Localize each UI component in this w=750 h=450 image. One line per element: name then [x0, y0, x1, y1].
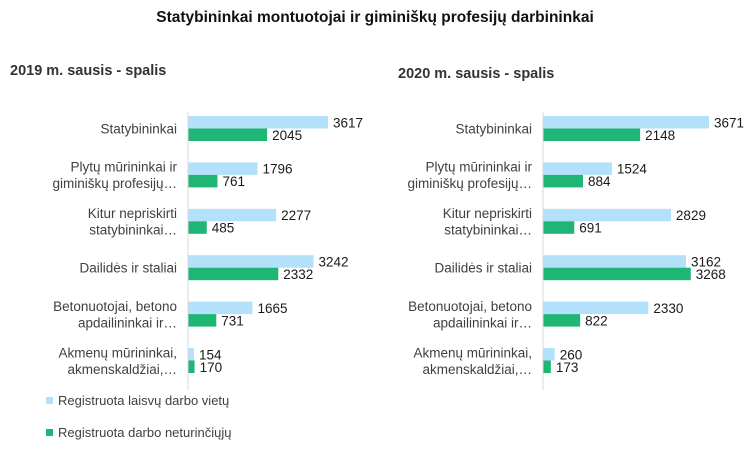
data-label: 154	[199, 347, 222, 362]
data-label: 260	[560, 347, 583, 362]
category-label: statybininkai…	[89, 223, 177, 238]
bar-vacancies	[543, 255, 686, 268]
category-label: akmenskaldžiai,…	[422, 362, 532, 377]
legend-label-unemployed: Registruota darbo neturinčiųjų	[58, 425, 232, 440]
data-label: 3671	[714, 115, 744, 130]
category-label: statybininkai…	[444, 223, 532, 238]
category-label: Akmenų mūrininkai,	[58, 345, 177, 360]
category-label: Betonuotojai, betono	[408, 299, 532, 314]
data-label: 3617	[333, 115, 363, 130]
category-label: Plytų mūrininkai ir	[425, 160, 532, 175]
bar-unemployed	[543, 267, 691, 281]
bar-unemployed	[543, 221, 575, 234]
legend-swatch-unemployed	[46, 429, 53, 436]
category-label: akmenskaldžiai,…	[67, 362, 177, 377]
data-label: 3162	[691, 254, 721, 269]
data-label: 761	[222, 174, 245, 189]
bar-vacancies	[188, 162, 258, 175]
bar-unemployed	[188, 360, 195, 373]
bar-unemployed	[543, 128, 641, 141]
bar-unemployed	[543, 360, 551, 373]
data-label: 1524	[617, 162, 648, 177]
data-label: 2829	[676, 208, 706, 223]
legend-item-vacancies: Registruota laisvų darbo vietų	[46, 393, 229, 408]
bar-vacancies	[188, 208, 277, 222]
bar-unemployed	[188, 174, 218, 188]
bar-unemployed	[188, 221, 207, 234]
bar-unemployed	[188, 267, 279, 281]
bar-vacancies	[188, 116, 328, 129]
data-label: 1665	[257, 301, 287, 316]
bar-vacancies	[543, 162, 612, 175]
data-label: 1796	[263, 162, 293, 177]
bar-vacancies	[188, 301, 253, 315]
bar-unemployed	[188, 128, 268, 141]
data-label: 173	[556, 360, 579, 375]
category-label: Dailidės ir staliai	[434, 261, 532, 276]
data-label: 2148	[645, 128, 675, 143]
category-label: Statybininkai	[455, 122, 532, 137]
data-label: 2332	[283, 267, 313, 282]
data-label: 731	[221, 313, 244, 328]
data-label: 485	[212, 221, 235, 236]
bar-unemployed	[188, 314, 217, 327]
data-label: 822	[585, 313, 608, 328]
bar-unemployed	[543, 174, 583, 188]
category-label: giminiškų profesijų…	[52, 176, 177, 191]
legend-swatch-vacancies	[46, 397, 53, 404]
category-label: Statybininkai	[100, 122, 177, 137]
category-label: Kitur nepriskirti	[88, 206, 177, 221]
panel-title-2019: 2019 m. sausis - spalis	[10, 63, 167, 79]
bar-vacancies	[543, 208, 671, 222]
legend-label-vacancies: Registruota laisvų darbo vietų	[58, 393, 230, 408]
bar-vacancies	[543, 116, 709, 129]
bar-vacancies	[188, 348, 194, 361]
bar-unemployed	[543, 314, 581, 327]
category-label: Dailidės ir staliai	[79, 261, 177, 276]
category-label: Plytų mūrininkai ir	[70, 160, 177, 175]
category-label: giminiškų profesijų…	[407, 176, 532, 191]
data-label: 3242	[318, 254, 348, 269]
chart-title: Statybininkai montuotojai ir giminiškų p…	[156, 9, 594, 26]
bar-vacancies	[543, 301, 649, 315]
chart-panel-0: Statybininkai 3617 2045 Plytų mūrininkai ir…	[52, 112, 363, 391]
data-label: 2330	[653, 301, 683, 316]
category-label: Akmenų mūrininkai,	[413, 345, 532, 360]
data-label: 691	[579, 221, 602, 236]
category-label: apdailininkai ir…	[433, 315, 532, 330]
data-label: 884	[588, 174, 611, 189]
category-label: Betonuotojai, betono	[53, 299, 177, 314]
legend-item-unemployed: Registruota darbo neturinčiųjų	[46, 425, 231, 440]
category-label: Kitur nepriskirti	[443, 206, 532, 221]
panel-title-2020: 2020 m. sausis - spalis	[398, 66, 555, 82]
bar-vacancies	[188, 255, 314, 268]
category-label: apdailininkai ir…	[78, 315, 177, 330]
chart-panel-1: Statybininkai 3671 2148 Plytų mūrininkai ir…	[407, 112, 744, 391]
data-label: 170	[200, 360, 223, 375]
bar-vacancies	[543, 348, 555, 361]
data-label: 2045	[272, 128, 302, 143]
data-label: 2277	[281, 208, 311, 223]
data-label: 3268	[696, 267, 726, 282]
